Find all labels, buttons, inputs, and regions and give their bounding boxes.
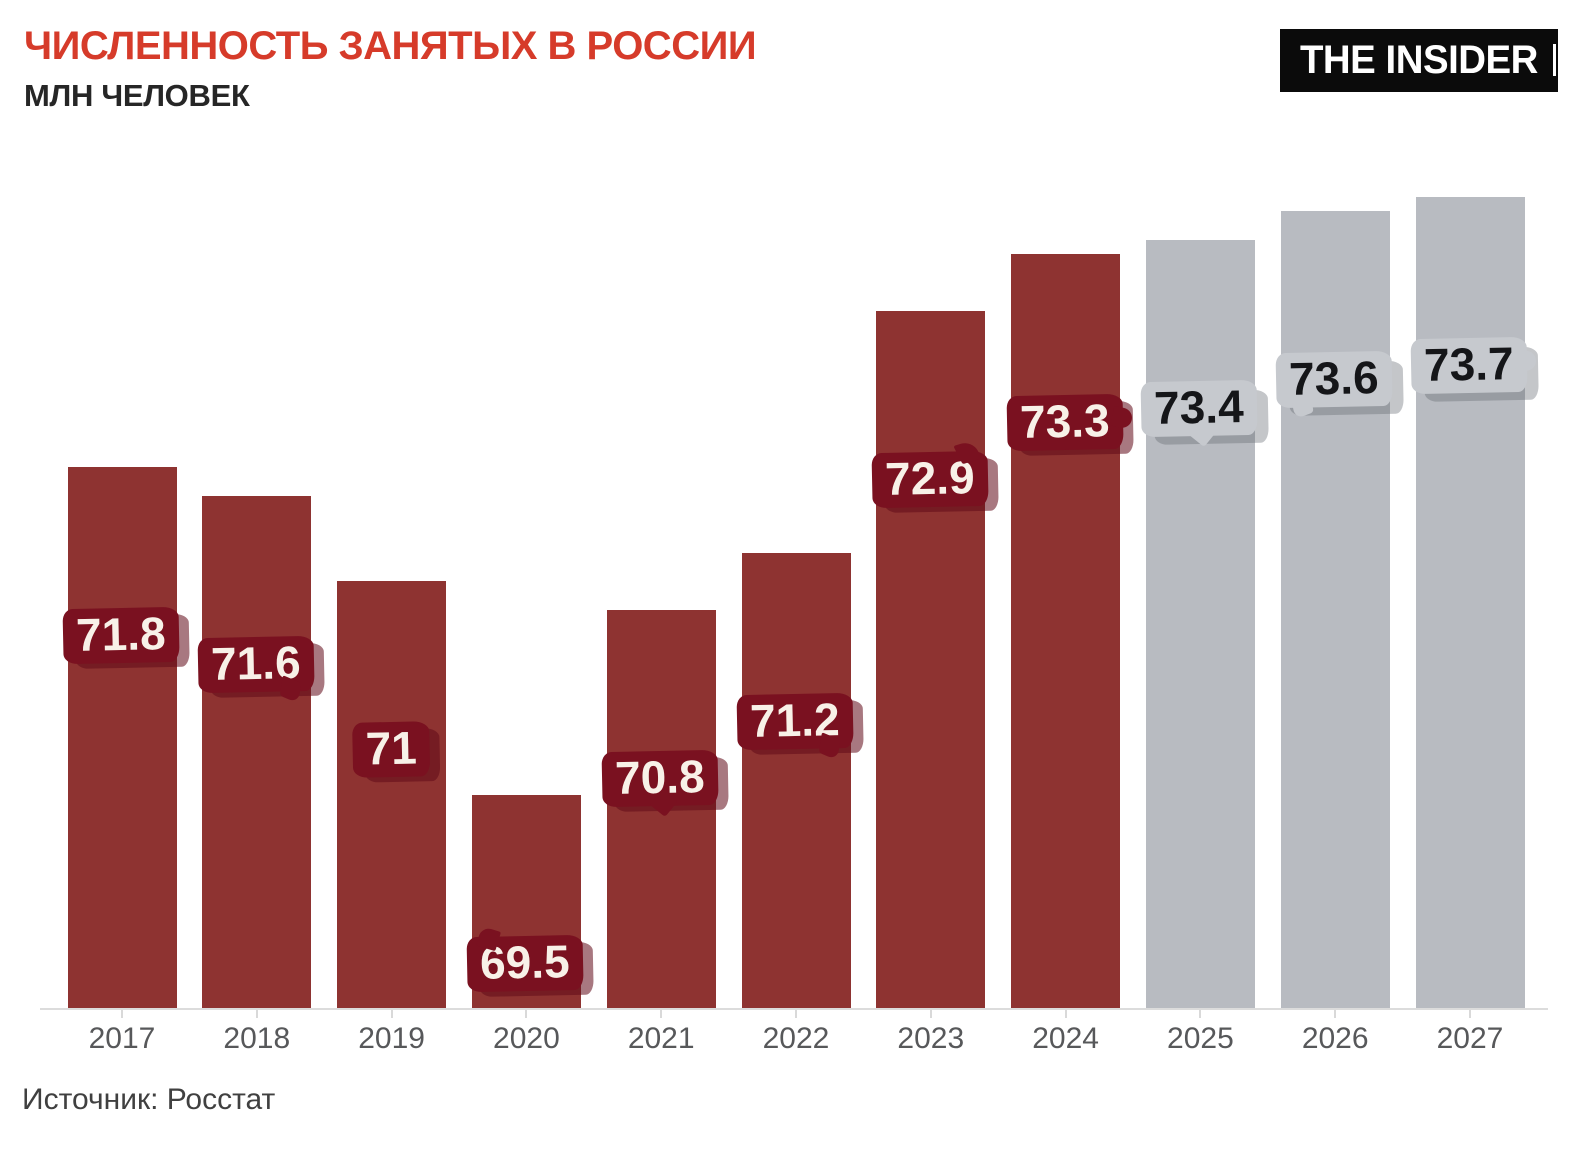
bar-2017 — [68, 467, 177, 1008]
x-tick-label-2023: 2023 — [897, 1022, 965, 1055]
x-tick-label-2019: 2019 — [358, 1022, 425, 1055]
value-label-2019: 71 — [351, 721, 430, 779]
bar-2027 — [1416, 197, 1525, 1008]
value-label-2018: 71.6 — [197, 635, 314, 694]
value-label-2020: 69.5 — [466, 934, 584, 993]
source-note: Источник: Росстат — [22, 1083, 276, 1116]
value-label-2027: 73.7 — [1410, 336, 1528, 395]
logo-wordmark: THE INSIDER — [1300, 38, 1538, 82]
logo-cursor-icon — [1553, 44, 1556, 76]
x-tick-label-2026: 2026 — [1301, 1022, 1369, 1055]
x-tick-label-2022: 2022 — [762, 1022, 830, 1055]
x-tick-2017 — [121, 1010, 123, 1018]
x-tick-2020 — [525, 1010, 527, 1018]
x-tick-label-2017: 2017 — [88, 1022, 156, 1055]
chart-units-subtitle: МЛН ЧЕЛОВЕК — [24, 78, 250, 113]
the-insider-logo: THE INSIDER — [1280, 29, 1558, 92]
value-label-2022: 71.2 — [736, 692, 854, 751]
bar-2022 — [742, 553, 851, 1008]
x-tick-2022 — [795, 1010, 797, 1018]
x-tick-label-2025: 2025 — [1167, 1022, 1234, 1055]
x-tick-2024 — [1065, 1010, 1067, 1018]
bar-2026 — [1281, 211, 1390, 1008]
x-tick-2027 — [1469, 1010, 1471, 1018]
bar-2024 — [1011, 254, 1120, 1008]
x-tick-2023 — [930, 1010, 932, 1018]
value-label-2017: 71.8 — [62, 606, 180, 665]
bar-2023 — [876, 311, 985, 1008]
bar-2018 — [202, 496, 311, 1008]
x-tick-2018 — [256, 1010, 258, 1018]
value-label-2026: 73.6 — [1275, 350, 1393, 409]
x-tick-2025 — [1199, 1010, 1201, 1018]
x-axis-baseline — [40, 1008, 1548, 1010]
x-tick-2021 — [660, 1010, 662, 1018]
value-label-2024: 73.3 — [1006, 393, 1123, 452]
value-label-2023: 72.9 — [871, 450, 988, 509]
x-tick-label-2018: 2018 — [223, 1022, 291, 1055]
bar-2025 — [1146, 240, 1255, 1008]
page-title: ЧИСЛЕННОСТЬ ЗАНЯТЫХ В РОССИИ — [24, 24, 757, 68]
x-tick-label-2020: 2020 — [493, 1022, 560, 1055]
value-label-2021: 70.8 — [601, 749, 719, 808]
x-tick-2026 — [1334, 1010, 1336, 1018]
x-tick-2019 — [391, 1010, 393, 1018]
x-tick-label-2021: 2021 — [627, 1022, 695, 1055]
value-label-2025: 73.4 — [1140, 379, 1258, 438]
x-tick-label-2024: 2024 — [1032, 1022, 1099, 1055]
bar-2019 — [337, 581, 446, 1008]
x-tick-label-2027: 2027 — [1436, 1022, 1504, 1055]
